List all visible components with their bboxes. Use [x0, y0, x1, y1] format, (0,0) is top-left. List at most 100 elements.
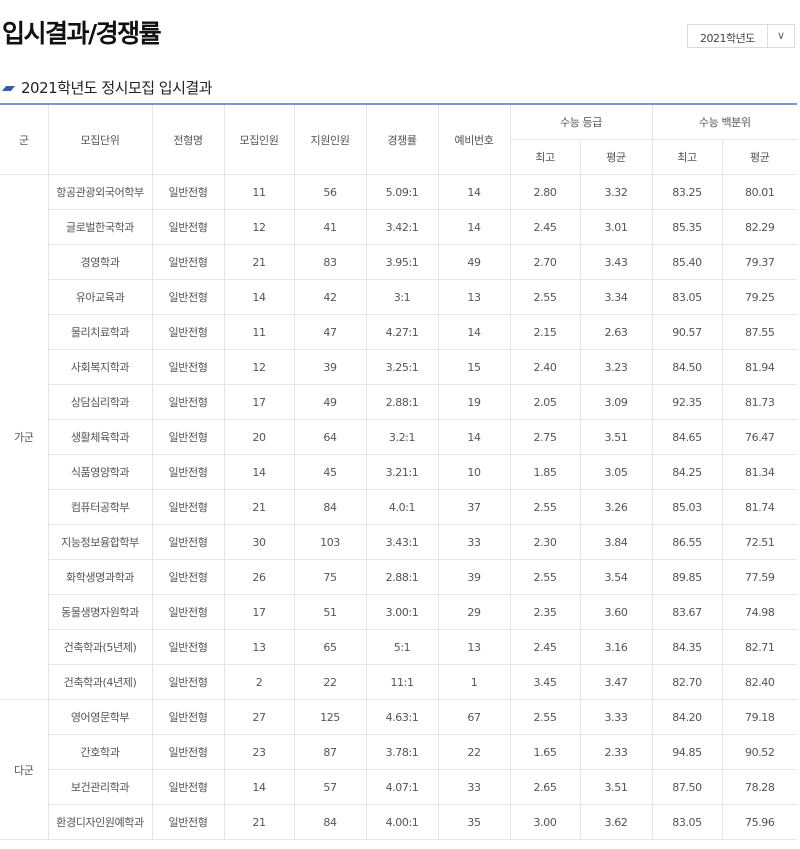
cell-ratio: 2.88:1: [365, 384, 439, 420]
cell-pct-avg: 82.40: [721, 664, 798, 700]
cell-waitlist: 33: [437, 524, 511, 560]
cell-type: 일반전형: [151, 734, 225, 770]
cell-quota: 21: [223, 244, 295, 280]
cell-pct-best: 85.03: [651, 489, 723, 525]
cell-applicants: 22: [293, 664, 367, 700]
cell-waitlist: 13: [437, 279, 511, 315]
table-row: 간호학과 일반전형 23 87 3.78:1 22 1.65 2.33 94.85 90.52: [0, 734, 798, 770]
cell-applicants: 41: [293, 209, 367, 245]
cell-type: 일반전형: [151, 349, 225, 385]
cell-unit: 화학생명과학과: [48, 559, 153, 595]
cell-pct-avg: 76.47: [721, 419, 798, 455]
page-title: 입시결과/경쟁률: [2, 19, 162, 48]
cell-ratio: 11:1: [365, 664, 439, 700]
cell-ratio: 4.63:1: [365, 699, 439, 735]
cell-unit: 보건관리학과: [48, 769, 153, 805]
cell-unit: 글로벌한국학과: [48, 209, 153, 245]
cell-unit: 경영학과: [48, 244, 153, 280]
cell-applicants: 84: [293, 489, 367, 525]
cell-applicants: 84: [293, 804, 367, 840]
cell-pct-avg: 81.74: [721, 489, 798, 525]
cell-unit: 지능정보융합학부: [48, 524, 153, 560]
cell-waitlist: 14: [437, 209, 511, 245]
cell-grade-best: 2.55: [509, 699, 581, 735]
cell-pct-avg: 79.18: [721, 699, 798, 735]
cell-grade-avg: 3.23: [579, 349, 653, 385]
cell-pct-avg: 79.37: [721, 244, 798, 280]
table-row: 물리치료학과 일반전형 11 47 4.27:1 14 2.15 2.63 90.57 87.55: [0, 314, 798, 350]
cell-ratio: 3.2:1: [365, 419, 439, 455]
chevron-down-icon[interactable]: ∨: [767, 25, 794, 47]
cell-type: 일반전형: [151, 559, 225, 595]
cell-pct-best: 83.05: [651, 804, 723, 840]
cell-pct-best: 90.57: [651, 314, 723, 350]
cell-type: 일반전형: [151, 664, 225, 700]
cell-waitlist: 13: [437, 629, 511, 665]
cell-unit: 건축학과(5년제): [48, 629, 153, 665]
cell-type: 일반전형: [151, 279, 225, 315]
cell-quota: 11: [223, 174, 295, 210]
table-row: 보건관리학과 일반전형 14 57 4.07:1 33 2.65 3.51 87.50 78.28: [0, 769, 798, 805]
year-select[interactable]: 2021학년도 ∨: [687, 24, 795, 48]
cell-quota: 23: [223, 734, 295, 770]
header-grade: 수능 등급: [509, 103, 653, 140]
cell-grade-avg: 3.54: [579, 559, 653, 595]
cell-pct-avg: 75.96: [721, 804, 798, 840]
cell-grade-avg: 3.84: [579, 524, 653, 560]
cell-grade-best: 1.65: [509, 734, 581, 770]
cell-pct-best: 87.50: [651, 769, 723, 805]
cell-grade-best: 2.35: [509, 594, 581, 630]
table-row: 식품영양학과 일반전형 14 45 3.21:1 10 1.85 3.05 84.25 81.34: [0, 454, 798, 490]
cell-type: 일반전형: [151, 594, 225, 630]
cell-grade-avg: 3.32: [579, 174, 653, 210]
cell-applicants: 83: [293, 244, 367, 280]
cell-grade-avg: 2.33: [579, 734, 653, 770]
cell-ratio: 3.95:1: [365, 244, 439, 280]
header-waitlist: 예비번호: [437, 103, 511, 175]
cell-pct-avg: 81.94: [721, 349, 798, 385]
cell-waitlist: 1: [437, 664, 511, 700]
cell-pct-avg: 78.28: [721, 769, 798, 805]
cell-grade-best: 2.80: [509, 174, 581, 210]
cell-ratio: 3.42:1: [365, 209, 439, 245]
cell-type: 일반전형: [151, 524, 225, 560]
header-pct-avg: 평균: [721, 139, 798, 175]
admission-results-table: 군 모집단위 전형명 모집인원 지원인원 경쟁률 예비번호 수능 등급 수능 백…: [0, 103, 798, 840]
table-row: 유아교육과 일반전형 14 42 3:1 13 2.55 3.34 83.05 79.25: [0, 279, 798, 315]
cell-pct-avg: 81.34: [721, 454, 798, 490]
cell-quota: 12: [223, 209, 295, 245]
header-pct-best: 최고: [651, 139, 723, 175]
cell-pct-avg: 74.98: [721, 594, 798, 630]
table-row: 건축학과(4년제) 일반전형 2 22 11:1 1 3.45 3.47 82.70 82.40: [0, 664, 798, 700]
cell-ratio: 4.07:1: [365, 769, 439, 805]
cell-quota: 26: [223, 559, 295, 595]
cell-waitlist: 14: [437, 174, 511, 210]
cell-quota: 21: [223, 804, 295, 840]
cell-grade-best: 2.30: [509, 524, 581, 560]
cell-grade-avg: 3.05: [579, 454, 653, 490]
header-ratio: 경쟁률: [365, 103, 439, 175]
cell-grade-avg: 3.34: [579, 279, 653, 315]
cell-waitlist: 10: [437, 454, 511, 490]
cell-grade-avg: 3.62: [579, 804, 653, 840]
cell-type: 일반전형: [151, 384, 225, 420]
cell-unit: 사회복지학과: [48, 349, 153, 385]
cell-grade-avg: 3.51: [579, 419, 653, 455]
cell-waitlist: 67: [437, 699, 511, 735]
cell-applicants: 64: [293, 419, 367, 455]
cell-ratio: 3.25:1: [365, 349, 439, 385]
cell-grade-avg: 3.26: [579, 489, 653, 525]
cell-grade-best: 2.40: [509, 349, 581, 385]
cell-waitlist: 49: [437, 244, 511, 280]
cell-applicants: 125: [293, 699, 367, 735]
cell-unit: 유아교육과: [48, 279, 153, 315]
cell-grade-avg: 3.51: [579, 769, 653, 805]
cell-pct-best: 84.65: [651, 419, 723, 455]
cell-ratio: 5.09:1: [365, 174, 439, 210]
cell-applicants: 87: [293, 734, 367, 770]
cell-grade-best: 1.85: [509, 454, 581, 490]
cell-applicants: 51: [293, 594, 367, 630]
cell-pct-best: 85.40: [651, 244, 723, 280]
cell-quota: 13: [223, 629, 295, 665]
cell-unit: 건축학과(4년제): [48, 664, 153, 700]
